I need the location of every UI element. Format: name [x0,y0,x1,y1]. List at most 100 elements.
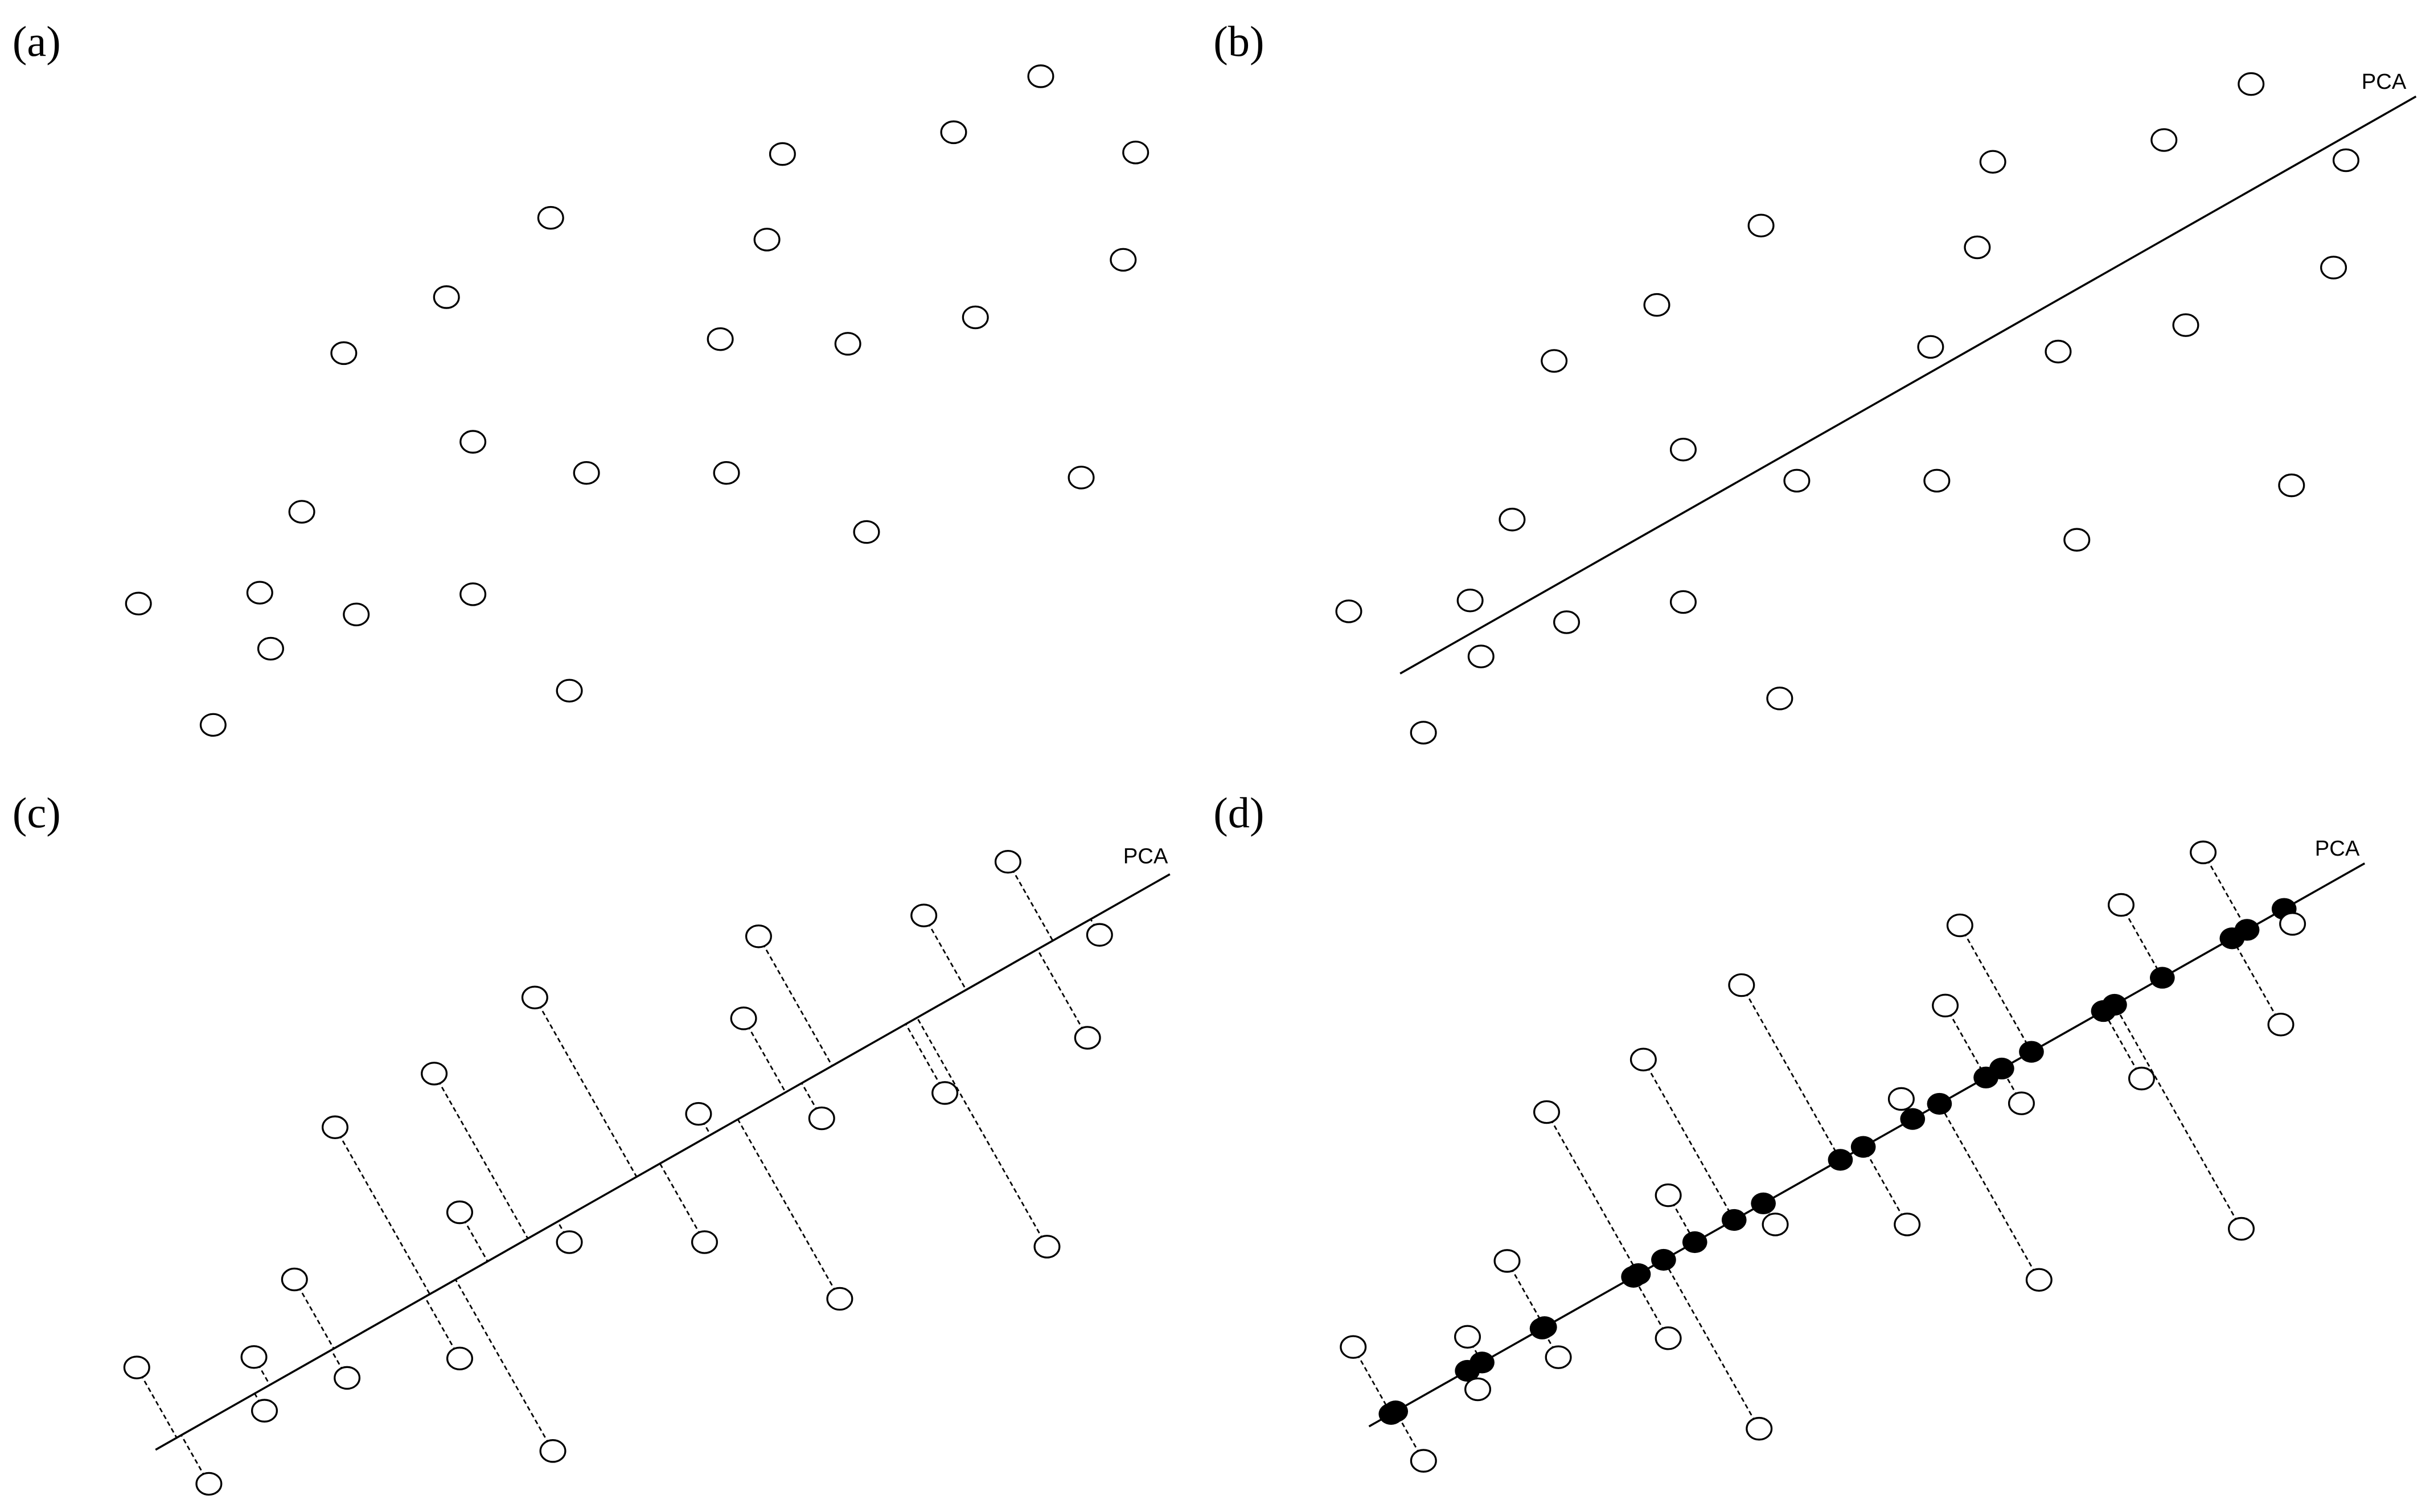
data-point [257,636,284,661]
data-point [1643,293,1670,317]
data-point [195,1472,223,1496]
projected-point [1682,1231,1707,1254]
data-point [343,602,370,627]
data-point [321,1115,348,1139]
data-point [707,327,734,351]
projection-line [334,1127,431,1295]
pca-label: PCA [2362,69,2407,94]
data-point [1340,1335,1367,1359]
data-point [521,985,548,1009]
data-point [1456,588,1484,613]
projected-point [1927,1092,1952,1115]
panel-label: (a) [13,17,61,65]
data-point [808,1106,835,1131]
data-point [2150,128,2178,152]
data-point [1074,1026,1101,1050]
data-point [1086,923,1113,947]
projection-line [737,1119,841,1300]
data-point [1454,1325,1481,1349]
data-point [2278,473,2305,498]
data-point [853,520,880,544]
data-point [459,582,487,606]
data-point [1410,1449,1437,1473]
projected-point [1651,1248,1676,1271]
data-point [123,1355,150,1379]
projection-line [1352,1346,1392,1415]
data-point [1629,1047,1657,1072]
panel-label: (d) [1213,789,1264,837]
data-point [556,1230,583,1254]
projection-line [454,1279,554,1452]
data-point [1728,973,1755,997]
data-point [1410,721,1437,745]
projection-line [330,1349,348,1379]
projected-point [2219,927,2245,950]
data-point [753,228,781,252]
projection-line [905,1024,946,1094]
data-point [1669,590,1697,614]
data-point [1946,913,1973,938]
data-point [251,1399,278,1423]
projection-line [1036,949,1089,1038]
projected-point [1850,1136,1876,1158]
projection-line [1741,984,1841,1161]
data-point [931,1081,959,1105]
data-point [910,903,938,927]
data-point [1553,610,1581,634]
projected-point [2019,1041,2044,1063]
data-point [826,1287,853,1311]
data-point [2279,912,2306,936]
data-point [446,1200,473,1225]
data-point [2128,1066,2156,1091]
panel-label: (b) [1213,17,1264,65]
data-point [421,1062,448,1086]
projection-line [923,915,967,991]
data-point [240,1345,268,1369]
data-point [1894,1213,1921,1236]
data-point [1932,993,1959,1018]
projection-line [534,997,638,1177]
data-point [2008,1091,2035,1115]
projection-line [742,1018,786,1093]
projection-line [758,936,833,1066]
projected-point [1900,1108,1926,1130]
data-point [1533,1100,1560,1124]
data-point [745,925,772,948]
data-point [2025,1268,2053,1292]
data-point [834,332,861,356]
projection-line [1959,925,2033,1053]
data-point [1747,213,1775,238]
data-point [769,142,796,166]
data-point [1979,150,2006,174]
projection-line [294,1279,335,1349]
data-point [537,206,564,230]
projection-line [916,1017,1048,1247]
pca-label: PCA [1123,844,1168,869]
data-point [1783,469,1811,493]
data-point [2238,72,2265,96]
data-point [1464,1377,1492,1402]
data-point [1110,248,1137,272]
projected-point [1383,1400,1409,1423]
data-point [691,1230,718,1254]
projection-line [2202,852,2248,931]
pca-label: PCA [2315,836,2360,861]
data-point [1493,1249,1521,1273]
projected-point [1529,1317,1555,1340]
pca-axis [155,873,1171,1451]
data-point [1033,1235,1061,1259]
data-point [2332,148,2359,172]
data-point [2107,893,2135,917]
projected-point [1828,1149,1853,1171]
projection-line [1663,1259,1760,1429]
projected-point [1621,1266,1646,1288]
data-point [1068,466,1095,490]
projection-line [2103,1010,2142,1079]
data-point [459,430,487,454]
projected-point [2102,993,2127,1016]
projection-line [1007,861,1054,942]
projection-line [136,1367,178,1439]
data-point [246,581,273,605]
